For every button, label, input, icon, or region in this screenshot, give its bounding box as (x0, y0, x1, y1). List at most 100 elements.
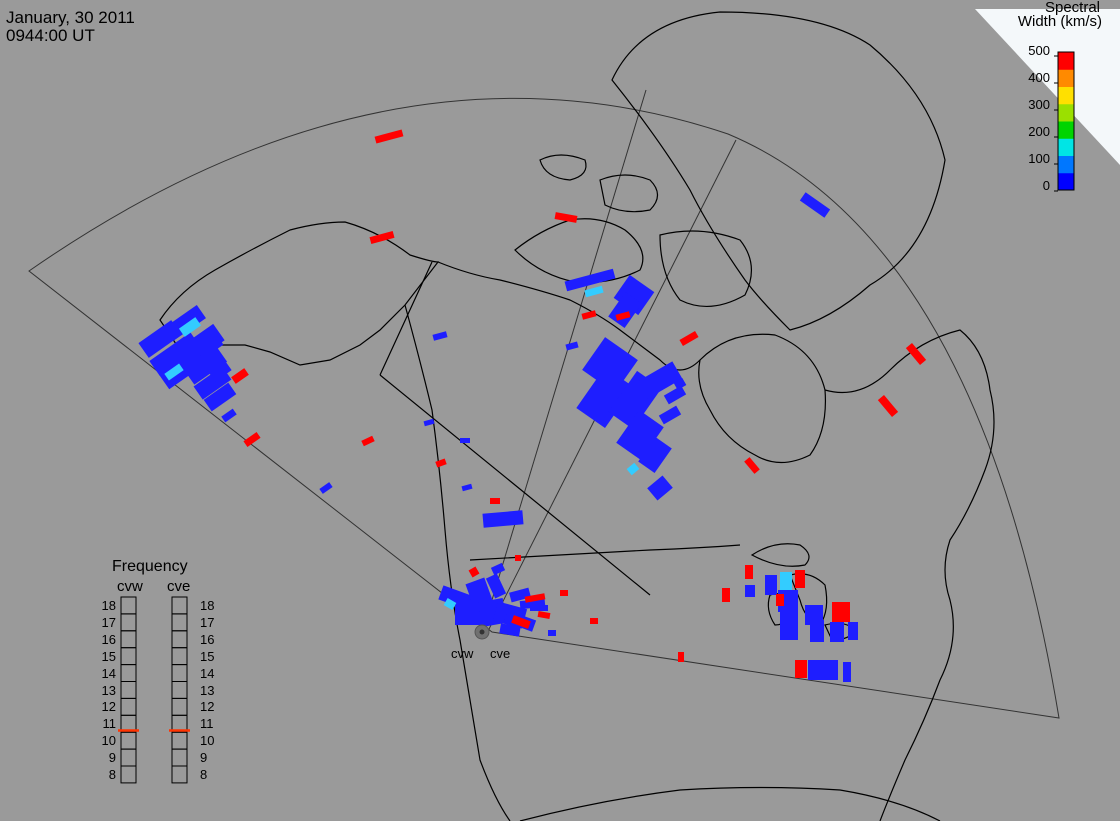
frequency-cell (120, 765, 137, 784)
frequency-cell (171, 630, 188, 649)
scatter-cell (485, 573, 507, 599)
frequency-number-left: 17 (101, 614, 116, 630)
frequency-cell (120, 596, 137, 615)
scatter-cell (423, 418, 435, 427)
scatter-cell (590, 618, 598, 624)
frequency-cell (171, 681, 188, 699)
scatter-cells (138, 129, 927, 682)
scatter-cell (843, 662, 851, 682)
scatter-cell (432, 331, 448, 341)
coastlines (159, 11, 995, 821)
scatter-cell (319, 482, 333, 494)
scatter-cell (582, 337, 638, 393)
scatter-cell (679, 330, 699, 347)
frequency-number-left: 9 (108, 750, 116, 766)
frequency-number-left: 13 (101, 682, 116, 698)
colorbar-title-1: Spectral (1044, 0, 1100, 16)
fov-beam-west (481, 89, 647, 634)
scatter-cell (795, 570, 805, 588)
scatter-cell (647, 475, 673, 501)
frequency-radar-right: cve (167, 578, 191, 595)
colorbar-tick-100: 100 (1028, 151, 1050, 166)
frequency-cell (171, 596, 188, 615)
scatter-cell (615, 311, 631, 321)
scatter-cell (164, 363, 184, 381)
frequency-cell (171, 697, 188, 716)
scatter-cell (565, 341, 579, 351)
scatter-cell (490, 562, 506, 576)
polar-corner (975, 9, 1120, 165)
scatter-cell (443, 598, 457, 610)
scatter-cell (581, 310, 597, 320)
frequency-number-left: 18 (101, 598, 116, 613)
scatter-cell (663, 385, 687, 405)
scatter-cell (361, 435, 375, 447)
frequency-boxes (118, 596, 190, 784)
frequency-number-left: 12 (101, 699, 116, 715)
scatter-cell (832, 602, 850, 622)
scatter-cell (673, 378, 687, 390)
colorbar-tick-0: 0 (1042, 178, 1050, 193)
scatter-cell (231, 368, 249, 384)
scatter-cell (198, 334, 224, 358)
scatter-cell (658, 405, 682, 425)
scatter-cell (374, 129, 404, 144)
frequency-number-right: 17 (200, 614, 215, 630)
scatter-cell (182, 345, 228, 385)
scatter-cell (626, 462, 640, 476)
scatter-cell (576, 366, 634, 429)
frequency-number-right: 18 (200, 598, 215, 613)
scatter-cell (560, 590, 568, 596)
scatter-cell (460, 438, 470, 443)
frequency-number-left: 15 (101, 648, 116, 664)
colorbar-tick-400: 400 (1028, 70, 1050, 85)
scatter-cell (808, 660, 838, 680)
scatter-cell (221, 408, 237, 423)
time-label: 0944:00 UT (6, 26, 95, 45)
scatter-cell (554, 212, 578, 223)
colorbar-segment (1058, 121, 1074, 139)
scatter-cell (435, 458, 447, 468)
colorbar-segment (1058, 155, 1074, 174)
frequency-number-right: 13 (200, 682, 215, 698)
scatter-cell (511, 615, 531, 629)
scatter-cell (203, 382, 237, 412)
colorbar-tick-200: 200 (1028, 124, 1050, 139)
frequency-title: Frequency (112, 558, 188, 575)
frequency-cell (171, 731, 188, 750)
frequency-cell (171, 765, 188, 784)
frequency-number-right: 16 (200, 631, 215, 647)
scatter-cell (765, 575, 777, 595)
frequency-cell (171, 664, 188, 682)
frequency-cell (120, 630, 137, 649)
scatter-cell (584, 285, 604, 298)
scatter-cell (613, 274, 655, 316)
frequency-number-right: 12 (200, 699, 215, 715)
frequency-cell (120, 647, 137, 666)
scatter-cell (637, 361, 683, 399)
colorbar-frame (1057, 51, 1075, 191)
scatter-cell (678, 652, 684, 662)
scatter-cell (616, 410, 664, 460)
frequency-cell (171, 613, 188, 632)
scatter-cell (530, 605, 548, 611)
scatter-cell (780, 610, 798, 640)
scatter-cell (564, 268, 616, 292)
frequency-number-left: 16 (101, 631, 116, 647)
scatter-cell (499, 623, 521, 637)
scatter-cell (795, 660, 807, 678)
scatter-cell (810, 620, 824, 642)
scatter-cell (178, 317, 202, 337)
frequency-number-right: 8 (200, 767, 208, 782)
frequency-cell (120, 748, 137, 767)
frequency-number-left: 8 (108, 767, 116, 782)
scatter-cell (164, 304, 206, 342)
frequency-cell (171, 647, 188, 666)
date-label: January, 30 2011 (6, 8, 135, 27)
scatter-cell (722, 588, 730, 602)
scatter-cell (799, 192, 831, 218)
scatter-cell (490, 498, 500, 504)
frequency-cell (120, 697, 137, 716)
